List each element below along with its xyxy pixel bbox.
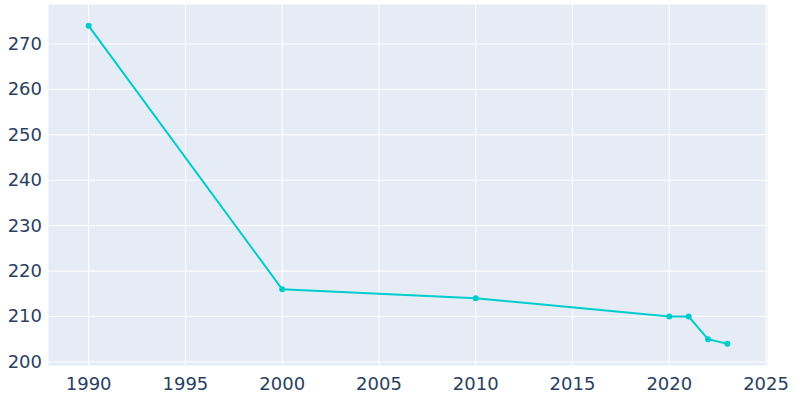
x-grid-line [378,4,379,366]
point [686,313,692,319]
y-grid-line [48,180,768,181]
y-grid-line [48,225,768,226]
y-tick-label: 210 [8,305,42,326]
x-tick-label: 2005 [356,373,402,394]
x-tick-label: 1995 [163,373,209,394]
y-tick-label: 250 [8,124,42,145]
y-grid-line [48,361,768,362]
y-tick-label: 200 [8,351,42,372]
plot-frame [48,4,768,366]
y-grid-line [48,271,768,272]
x-grid-line [185,4,186,366]
series-group [86,23,731,347]
point [279,286,285,292]
x-tick-label: 2015 [550,373,596,394]
x-tick-label: 1990 [66,373,112,394]
point [666,313,672,319]
y-tick-label: 260 [8,78,42,99]
x-tick-label: 2025 [743,373,789,394]
y-grid-line [48,134,768,135]
chart-svg: 1990 1995 2000 2005 2010 2015 2020 2025 200 210 22… [0,0,800,400]
line [89,26,728,344]
y-tick-label: 270 [8,33,42,54]
x-grid-line [766,4,767,366]
point [473,295,479,301]
x-grid-line [669,4,670,366]
y-grid-line [48,43,768,44]
x-tick-label: 2010 [453,373,499,394]
point [705,336,711,342]
y-grid-line [48,89,768,90]
x-grid-line [572,4,573,366]
plot-background [48,4,768,366]
x-tick-label: 2000 [259,373,305,394]
point [724,341,730,347]
y-tick-label: 230 [8,215,42,236]
x-grid-line [88,4,89,366]
chart-container: 1990 1995 2000 2005 2010 2015 2020 2025 200 210 22… [0,0,800,400]
point [86,23,92,29]
x-grid-line [282,4,283,366]
y-tick-label: 240 [8,169,42,190]
x-grid-line [475,4,476,366]
y-tick-label: 220 [8,260,42,281]
x-tick-label: 2020 [646,373,692,394]
